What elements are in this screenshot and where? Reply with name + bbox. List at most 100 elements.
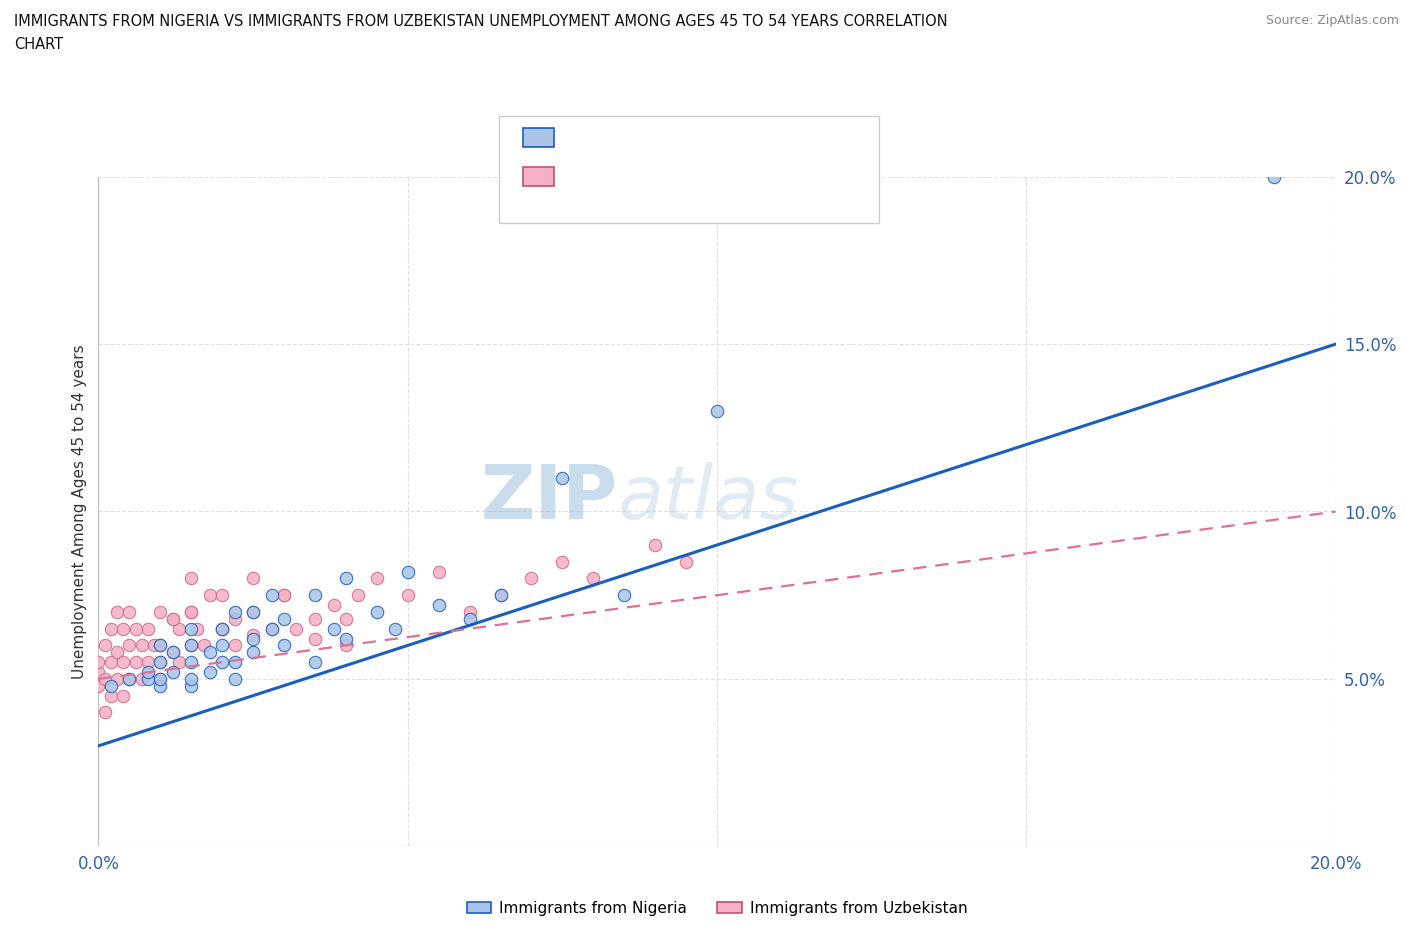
Point bbox=[136, 655, 159, 670]
Point bbox=[87, 678, 110, 693]
Point bbox=[224, 671, 246, 686]
Point bbox=[273, 611, 295, 626]
Y-axis label: Unemployment Among Ages 45 to 54 years: Unemployment Among Ages 45 to 54 years bbox=[72, 344, 87, 679]
Point bbox=[211, 655, 233, 670]
Point bbox=[112, 621, 135, 636]
Point bbox=[644, 538, 666, 552]
Point bbox=[180, 621, 202, 636]
Point bbox=[162, 665, 184, 680]
Point bbox=[198, 588, 221, 603]
Point bbox=[322, 598, 344, 613]
Point bbox=[273, 638, 295, 653]
Point bbox=[136, 621, 159, 636]
Point bbox=[335, 611, 357, 626]
Point bbox=[193, 638, 215, 653]
Point bbox=[93, 638, 115, 653]
Point bbox=[124, 621, 146, 636]
Point bbox=[143, 638, 166, 653]
Point bbox=[149, 655, 172, 670]
Point bbox=[93, 671, 115, 686]
Point bbox=[149, 671, 172, 686]
Point bbox=[100, 688, 122, 703]
Point bbox=[260, 588, 283, 603]
Point bbox=[347, 588, 370, 603]
Point bbox=[304, 588, 326, 603]
Point bbox=[149, 604, 172, 619]
Point bbox=[520, 571, 543, 586]
Point bbox=[242, 644, 264, 659]
Point bbox=[242, 604, 264, 619]
Point bbox=[396, 565, 419, 579]
Point bbox=[180, 655, 202, 670]
Point bbox=[180, 638, 202, 653]
Point bbox=[149, 671, 172, 686]
Point bbox=[335, 571, 357, 586]
Point bbox=[87, 665, 110, 680]
Point bbox=[100, 621, 122, 636]
Point bbox=[105, 644, 128, 659]
Point bbox=[87, 655, 110, 670]
Point bbox=[118, 604, 141, 619]
Point bbox=[335, 631, 357, 646]
Point bbox=[211, 621, 233, 636]
Point bbox=[613, 588, 636, 603]
Point bbox=[273, 588, 295, 603]
Point bbox=[198, 644, 221, 659]
Point bbox=[242, 631, 264, 646]
Point bbox=[224, 638, 246, 653]
Point bbox=[162, 611, 184, 626]
Point bbox=[304, 631, 326, 646]
Point bbox=[149, 678, 172, 693]
Point bbox=[322, 621, 344, 636]
Point bbox=[224, 604, 246, 619]
Point bbox=[489, 588, 512, 603]
Point bbox=[186, 621, 208, 636]
Point bbox=[136, 665, 159, 680]
Point bbox=[118, 638, 141, 653]
Point bbox=[260, 621, 283, 636]
Point bbox=[131, 671, 153, 686]
Point bbox=[100, 655, 122, 670]
Point bbox=[366, 571, 388, 586]
Point bbox=[93, 705, 115, 720]
Point bbox=[131, 638, 153, 653]
Point bbox=[180, 604, 202, 619]
Point bbox=[105, 604, 128, 619]
Point bbox=[582, 571, 605, 586]
Text: ZIP: ZIP bbox=[481, 461, 619, 535]
Point bbox=[180, 671, 202, 686]
Point bbox=[198, 665, 221, 680]
Point bbox=[335, 638, 357, 653]
Point bbox=[180, 571, 202, 586]
Point bbox=[149, 655, 172, 670]
Text: R = 0.531   N = 45: R = 0.531 N = 45 bbox=[565, 128, 749, 147]
Point bbox=[167, 655, 190, 670]
Point bbox=[162, 611, 184, 626]
Point bbox=[118, 671, 141, 686]
Point bbox=[162, 644, 184, 659]
Point bbox=[366, 604, 388, 619]
Point bbox=[551, 471, 574, 485]
Point bbox=[427, 598, 450, 613]
Point bbox=[149, 638, 172, 653]
Point bbox=[242, 571, 264, 586]
Point bbox=[149, 638, 172, 653]
Point bbox=[706, 404, 728, 418]
Point bbox=[211, 588, 233, 603]
Point bbox=[224, 655, 246, 670]
Point bbox=[167, 621, 190, 636]
Point bbox=[675, 554, 697, 569]
Point bbox=[136, 671, 159, 686]
Point bbox=[260, 621, 283, 636]
Point bbox=[118, 671, 141, 686]
Point bbox=[427, 565, 450, 579]
Text: R = 0.193   N = 69: R = 0.193 N = 69 bbox=[565, 167, 749, 186]
Point bbox=[211, 621, 233, 636]
Point bbox=[112, 655, 135, 670]
Point bbox=[242, 628, 264, 643]
Point bbox=[180, 678, 202, 693]
Point bbox=[396, 588, 419, 603]
Text: Source: ZipAtlas.com: Source: ZipAtlas.com bbox=[1265, 14, 1399, 27]
Point bbox=[180, 604, 202, 619]
Point bbox=[489, 588, 512, 603]
